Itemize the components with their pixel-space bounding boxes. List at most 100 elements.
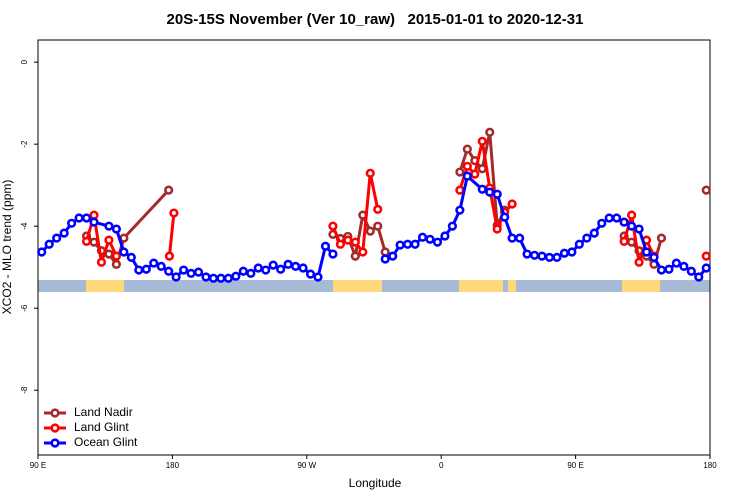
series-point bbox=[134, 265, 144, 275]
series-point bbox=[52, 233, 62, 243]
series-point bbox=[81, 236, 92, 246]
land-band bbox=[333, 280, 382, 292]
series-point bbox=[208, 273, 219, 283]
y-tick-label: 0 bbox=[20, 59, 29, 64]
series-point bbox=[380, 247, 390, 257]
series-point bbox=[417, 232, 428, 242]
series-point bbox=[96, 257, 107, 267]
series-point bbox=[89, 237, 99, 247]
series-point bbox=[201, 272, 211, 282]
x-axis-label: Longitude bbox=[349, 476, 402, 490]
series-point bbox=[492, 224, 502, 234]
series-point bbox=[328, 229, 338, 239]
series-point bbox=[104, 221, 114, 231]
series-point bbox=[612, 213, 622, 223]
series-point bbox=[343, 235, 353, 245]
series-point bbox=[111, 251, 121, 261]
series-point bbox=[238, 266, 248, 276]
series-point bbox=[403, 239, 413, 249]
series-point bbox=[283, 259, 293, 269]
series-point bbox=[89, 210, 99, 220]
y-tick-label: -8 bbox=[20, 386, 29, 394]
series-point bbox=[365, 168, 375, 178]
series-point bbox=[149, 258, 159, 268]
legend-label: Land Glint bbox=[74, 420, 129, 434]
series-point bbox=[455, 185, 465, 195]
series-point bbox=[253, 263, 263, 273]
series-point bbox=[305, 269, 316, 279]
x-tick-label: 180 bbox=[703, 461, 717, 470]
series-point bbox=[492, 189, 502, 199]
series-point bbox=[567, 247, 577, 257]
series-point bbox=[574, 239, 584, 249]
series-point bbox=[597, 218, 607, 228]
series-point bbox=[462, 144, 472, 154]
series-point bbox=[679, 261, 689, 271]
series-point bbox=[634, 224, 644, 234]
series-point bbox=[522, 249, 532, 259]
series-point bbox=[671, 258, 682, 268]
series-point bbox=[388, 251, 398, 261]
land-band bbox=[86, 280, 124, 292]
series-point bbox=[626, 210, 637, 220]
series-point bbox=[656, 265, 667, 275]
series-point bbox=[477, 184, 487, 194]
y-tick-label: -6 bbox=[20, 304, 29, 312]
series-point bbox=[529, 250, 540, 260]
series-point bbox=[559, 248, 570, 258]
series-point bbox=[514, 233, 525, 243]
series-point bbox=[350, 251, 360, 261]
series-point bbox=[656, 233, 667, 243]
series-point bbox=[470, 169, 480, 179]
series-point bbox=[604, 213, 614, 223]
series-point bbox=[59, 228, 69, 238]
series-point bbox=[395, 240, 405, 250]
series-point bbox=[701, 263, 711, 273]
land-band bbox=[508, 280, 516, 292]
series-point bbox=[701, 185, 711, 195]
series-point bbox=[358, 247, 368, 257]
series-point bbox=[119, 247, 129, 257]
series-point bbox=[462, 171, 472, 181]
series-point bbox=[664, 264, 674, 274]
series-point bbox=[447, 221, 458, 231]
series-point bbox=[455, 205, 465, 215]
series-point bbox=[156, 261, 166, 271]
series-point bbox=[544, 252, 555, 262]
series-point bbox=[619, 217, 629, 227]
series-point bbox=[164, 266, 174, 276]
series-point bbox=[634, 257, 644, 267]
series-point bbox=[552, 252, 562, 262]
series-point bbox=[179, 265, 189, 275]
series-point bbox=[216, 273, 226, 283]
series-point bbox=[641, 247, 652, 257]
series-point bbox=[619, 236, 629, 246]
series-point bbox=[425, 234, 435, 244]
series-point bbox=[485, 127, 495, 137]
series-point bbox=[582, 233, 592, 243]
x-tick-label: 90 E bbox=[30, 461, 46, 470]
series-point bbox=[626, 237, 637, 247]
series-point bbox=[89, 217, 99, 227]
series-point bbox=[164, 185, 174, 195]
series-point bbox=[328, 249, 338, 259]
series-point bbox=[298, 263, 308, 273]
legend-marker bbox=[50, 438, 60, 448]
series-point bbox=[104, 235, 114, 245]
series-point bbox=[74, 213, 84, 223]
series-point bbox=[694, 272, 704, 282]
series-point bbox=[111, 224, 121, 234]
series-point bbox=[440, 231, 450, 241]
series-point bbox=[477, 164, 487, 174]
series-point bbox=[37, 247, 47, 257]
series-point bbox=[276, 264, 286, 274]
series-point bbox=[373, 221, 383, 231]
series-point bbox=[649, 252, 659, 262]
series-point bbox=[462, 161, 472, 171]
x-tick-label: 180 bbox=[166, 461, 180, 470]
series-point bbox=[350, 237, 360, 247]
series-point bbox=[111, 259, 121, 269]
x-tick-label: 0 bbox=[439, 461, 444, 470]
series-point bbox=[432, 237, 443, 247]
series-point bbox=[328, 221, 338, 231]
